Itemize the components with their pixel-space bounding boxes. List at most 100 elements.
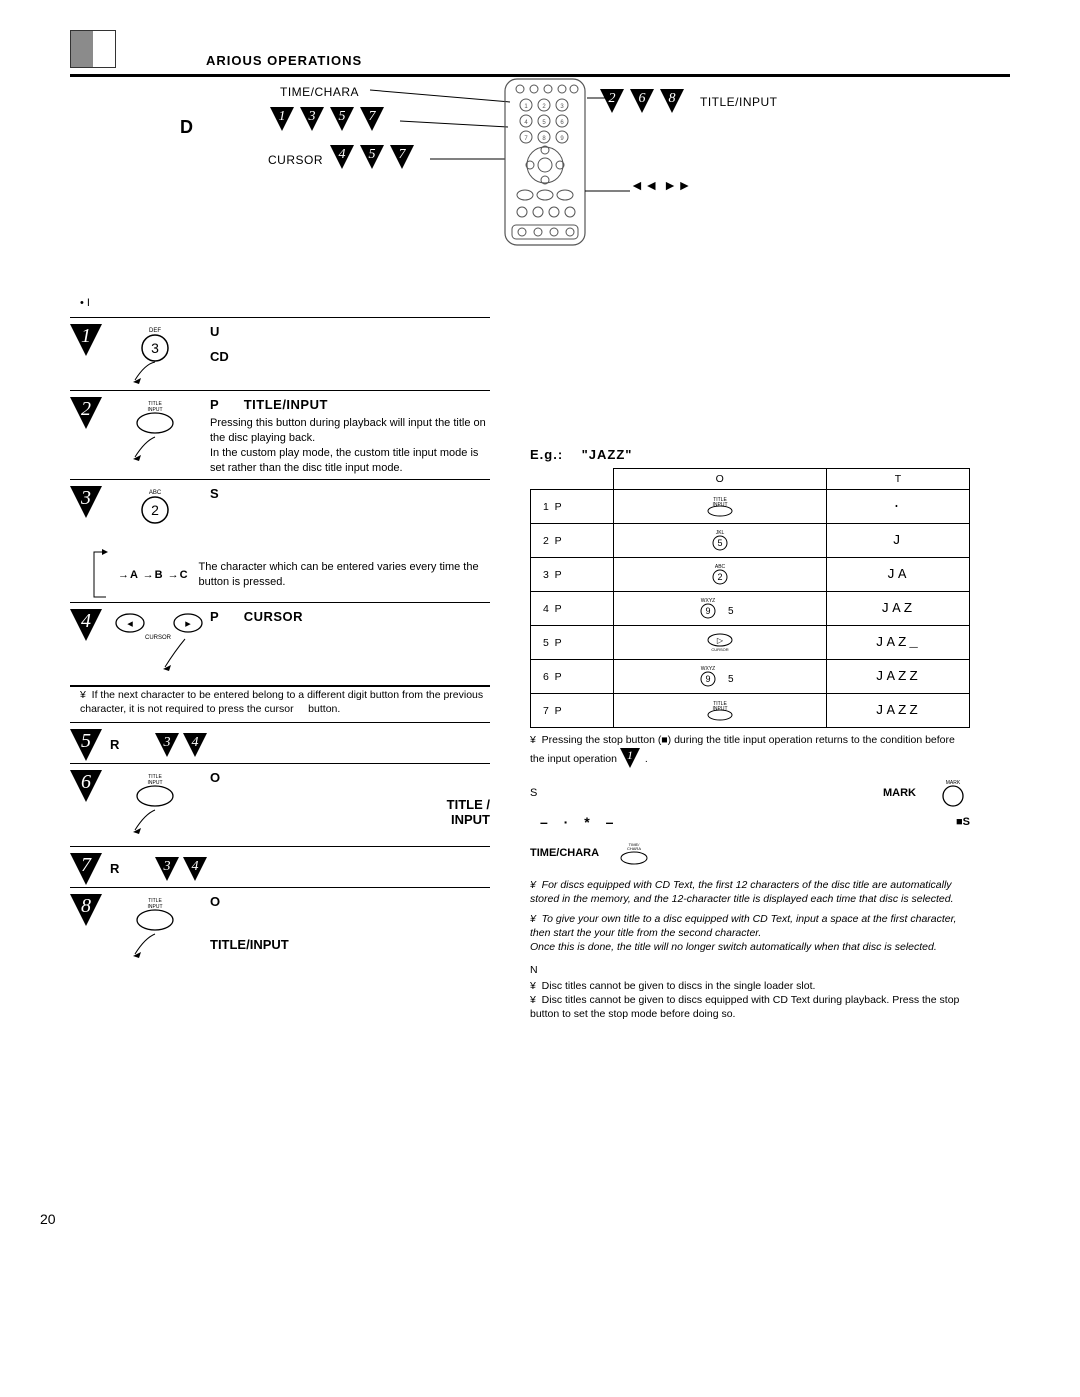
svg-text:4: 4 xyxy=(81,610,91,632)
header-icon xyxy=(70,30,116,68)
svg-text:▸: ▸ xyxy=(185,618,191,630)
step-num-5: 5 xyxy=(70,729,100,759)
step-num-2: 2 xyxy=(70,397,100,427)
svg-text:7: 7 xyxy=(524,136,528,142)
svg-text:3: 3 xyxy=(80,487,91,509)
manual-page: ARIOUS OPERATIONS D TIME/CHARA 1 3 5 7 C… xyxy=(0,0,1080,1397)
step-num-6: 6 xyxy=(70,770,100,800)
ref-3: 3 xyxy=(155,733,177,755)
svg-text:4: 4 xyxy=(339,147,346,162)
mid-note: ¥ If the next character to be entered be… xyxy=(80,689,490,716)
page-number: 20 xyxy=(40,1211,56,1227)
th-o: O xyxy=(613,469,827,490)
svg-text:8: 8 xyxy=(81,895,91,917)
right-column: E.g.: "JAZZ" O T 1 P TITLEINPUT · 2 P JK… xyxy=(530,297,970,1021)
step-8: 8 TITLE INPUT O TITLE/INPUT xyxy=(70,887,490,966)
step-2-para: Pressing this button during playback wil… xyxy=(210,416,490,475)
step-3-heading: S xyxy=(210,486,490,501)
svg-text:4: 4 xyxy=(192,735,199,750)
svg-text:5: 5 xyxy=(728,606,734,617)
svg-text:6: 6 xyxy=(560,120,564,126)
svg-text:2: 2 xyxy=(717,572,722,582)
svg-text:2: 2 xyxy=(81,398,91,420)
step-1: 1 DEF 3 U CD xyxy=(70,317,490,386)
time-chara-2: TIME/CHARA xyxy=(530,847,599,859)
svg-text:3: 3 xyxy=(560,104,564,110)
mark-line: S MARK MARK xyxy=(530,778,970,808)
example-table: O T 1 P TITLEINPUT · 2 P JKL5 J 3 P ABC2… xyxy=(530,468,970,728)
svg-text:3: 3 xyxy=(308,109,316,124)
header-title: ARIOUS OPERATIONS xyxy=(206,53,362,68)
svg-text:2: 2 xyxy=(151,502,159,518)
step-7: 7 R 3 4 xyxy=(70,846,490,883)
italic-notes: ¥ For discs equipped with CD Text, the f… xyxy=(530,878,970,955)
top-diagram: D TIME/CHARA 1 3 5 7 CURSOR 4 5 7 xyxy=(180,77,1010,277)
svg-text:5: 5 xyxy=(728,674,734,685)
svg-text:5: 5 xyxy=(339,109,346,124)
svg-text:3: 3 xyxy=(163,859,171,874)
svg-text:INPUT: INPUT xyxy=(148,780,163,786)
svg-text:INPUT: INPUT xyxy=(148,407,163,413)
mark-button-icon: MARK xyxy=(936,778,970,808)
svg-text:JKL: JKL xyxy=(715,530,724,536)
cursor-label: CURSOR xyxy=(268,153,323,167)
step-7-heading: R xyxy=(110,861,119,876)
step-1-heading-a: U xyxy=(210,324,490,339)
svg-text:9: 9 xyxy=(705,606,710,616)
step-3-icon: ABC 2 xyxy=(110,486,200,543)
svg-text:DEF: DEF xyxy=(149,328,161,334)
big-d: D xyxy=(180,117,194,138)
svg-text:6: 6 xyxy=(81,771,91,793)
step-6-sub: TITLE /INPUT xyxy=(210,797,490,827)
special-right: ■S xyxy=(956,816,970,828)
special-chars: – · * – xyxy=(540,814,619,830)
step-6: 6 TITLE INPUT O TITLE /INPUT xyxy=(70,763,490,842)
step-6-heading: O xyxy=(210,770,490,785)
step-num-4: 4 xyxy=(70,609,100,639)
step-8-icon: TITLE INPUT xyxy=(110,894,200,966)
step-3-para: The character which can be entered varie… xyxy=(199,560,490,590)
step-3: 3 ABC 2 S xyxy=(70,479,490,543)
time-chara-label: TIME/CHARA xyxy=(280,85,359,99)
svg-text:6: 6 xyxy=(639,91,646,106)
svg-text:1: 1 xyxy=(81,325,91,347)
ref-4: 4 xyxy=(183,733,205,755)
step-4-heading: P CURSOR xyxy=(210,609,303,624)
svg-text:8: 8 xyxy=(669,91,676,106)
table-note: ¥ Pressing the stop button (■) during th… xyxy=(530,734,970,770)
step-num-7: 7 xyxy=(70,853,100,883)
step-8-heading: O xyxy=(210,894,490,909)
mark-s: S xyxy=(530,787,537,799)
step-3-cycle: →A →B →C The character which can be ente… xyxy=(90,547,490,602)
svg-text:3: 3 xyxy=(163,735,171,750)
step-4-icon: ◂ ▸ CURSOR xyxy=(110,609,200,681)
svg-text:5: 5 xyxy=(717,538,722,548)
svg-text:◂: ◂ xyxy=(127,618,133,630)
seek-label: ◄◄ ►► xyxy=(630,177,692,193)
svg-text:9: 9 xyxy=(560,136,564,142)
svg-text:8: 8 xyxy=(542,136,546,142)
plain-notes: N ¥ Disc titles cannot be given to discs… xyxy=(530,963,970,1022)
svg-text:INPUT: INPUT xyxy=(712,706,727,712)
step-1-icon: DEF 3 xyxy=(110,324,200,386)
svg-text:4: 4 xyxy=(192,859,199,874)
svg-text:2: 2 xyxy=(542,104,546,110)
th-t: T xyxy=(827,469,970,490)
time-chara-button-icon: TIME/CHARA xyxy=(614,840,654,866)
svg-text:3: 3 xyxy=(151,340,159,356)
plain-heading: N xyxy=(530,963,970,977)
step-2: 2 TITLE INPUT P TITLE/INPUT Pressing thi… xyxy=(70,390,490,475)
header: ARIOUS OPERATIONS xyxy=(70,30,1010,68)
step-8-sub: TITLE/INPUT xyxy=(210,937,490,952)
bullet-intro: • I xyxy=(80,297,490,309)
step-6-icon: TITLE INPUT xyxy=(110,770,200,842)
svg-text:ABC: ABC xyxy=(715,564,726,570)
svg-text:INPUT: INPUT xyxy=(148,904,163,910)
step-2-icon: TITLE INPUT xyxy=(110,397,200,469)
svg-text:5: 5 xyxy=(81,730,91,752)
example-heading: E.g.: "JAZZ" xyxy=(530,447,970,462)
svg-text:INPUT: INPUT xyxy=(712,502,727,508)
svg-text:7: 7 xyxy=(81,854,92,876)
remote-icon: 1 2 3 4 5 6 7 8 9 xyxy=(500,77,590,250)
step-num-8: 8 xyxy=(70,894,100,924)
